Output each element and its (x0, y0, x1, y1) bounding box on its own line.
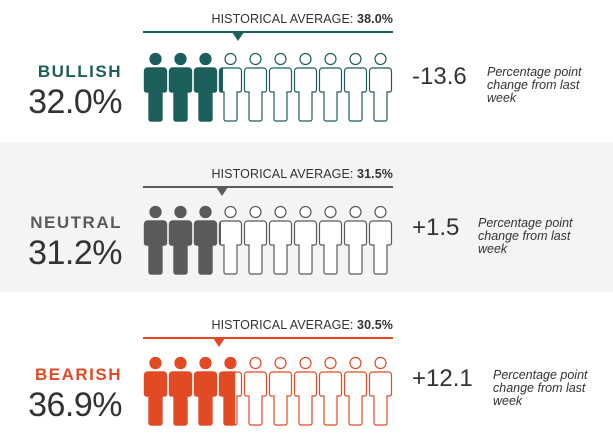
person-icon (143, 52, 168, 122)
person-icon (343, 52, 368, 122)
sentiment-percentage: 32.0% (28, 83, 122, 121)
person-icon (193, 356, 218, 426)
person-icon (293, 205, 318, 275)
person-icon (243, 52, 268, 122)
historical-average: HISTORICAL AVERAGE: 31.5% (143, 167, 393, 196)
person-icon (368, 205, 393, 275)
person-icon (268, 52, 293, 122)
person-icon (168, 52, 193, 122)
person-icon (368, 356, 393, 426)
person-icon (318, 205, 343, 275)
historical-average-label: HISTORICAL AVERAGE: (211, 167, 358, 181)
person-icon (218, 52, 243, 122)
sentiment-percentage: 36.9% (28, 386, 122, 424)
historical-average-value: 38.0% (357, 12, 393, 26)
bullish-panel: HISTORICAL AVERAGE: 38.0% BULLISH 32.0% … (0, 0, 613, 142)
historical-average-text: HISTORICAL AVERAGE: 38.0% (211, 12, 393, 26)
people-gauge (143, 205, 393, 275)
historical-average-text: HISTORICAL AVERAGE: 31.5% (211, 167, 393, 181)
bearish-panel: HISTORICAL AVERAGE: 30.5% BEARISH 36.9% … (0, 292, 613, 437)
person-icon (243, 205, 268, 275)
change-note: Percentage point change from last week (487, 65, 582, 105)
historical-average-label: HISTORICAL AVERAGE: (211, 12, 358, 26)
change-note: Percentage point change from last week (478, 216, 573, 256)
historical-average-marker (232, 32, 244, 41)
historical-average: HISTORICAL AVERAGE: 30.5% (143, 318, 393, 347)
person-icon (243, 356, 268, 426)
historical-average-label: HISTORICAL AVERAGE: (211, 318, 358, 332)
historical-average-marker (215, 187, 228, 196)
people-gauge (143, 356, 393, 426)
person-icon (193, 52, 218, 122)
change-value: +12.1 (412, 365, 473, 392)
change-value: +1.5 (412, 214, 460, 241)
person-icon (343, 205, 368, 275)
historical-average-marker (213, 338, 226, 347)
person-icon (268, 205, 293, 275)
historical-average-line (143, 186, 393, 188)
sentiment-label: BULLISH (37, 62, 122, 81)
person-icon (293, 52, 318, 122)
person-icon (293, 356, 318, 426)
historical-average-value: 31.5% (357, 167, 393, 181)
historical-average-line (143, 337, 393, 339)
person-icon (218, 356, 243, 426)
person-icon (193, 205, 218, 275)
change-value: -13.6 (412, 63, 467, 90)
person-icon (143, 205, 168, 275)
person-icon (218, 205, 243, 275)
historical-average-text: HISTORICAL AVERAGE: 30.5% (211, 318, 393, 332)
person-icon (318, 356, 343, 426)
historical-average-value: 30.5% (357, 318, 393, 332)
person-icon (368, 52, 393, 122)
people-gauge (143, 52, 393, 122)
person-icon (343, 356, 368, 426)
neutral-panel: HISTORICAL AVERAGE: 31.5% NEUTRAL 31.2% … (0, 142, 613, 292)
sentiment-label: BEARISH (34, 365, 122, 384)
sentiment-percentage: 31.2% (28, 234, 122, 272)
person-icon (318, 52, 343, 122)
person-icon (168, 205, 193, 275)
person-icon (268, 356, 293, 426)
person-icon (143, 356, 168, 426)
historical-average-line (143, 31, 393, 33)
person-icon (168, 356, 193, 426)
sentiment-label: NEUTRAL (30, 213, 122, 232)
change-note: Percentage point change from last week (493, 368, 588, 408)
historical-average: HISTORICAL AVERAGE: 38.0% (143, 12, 393, 41)
